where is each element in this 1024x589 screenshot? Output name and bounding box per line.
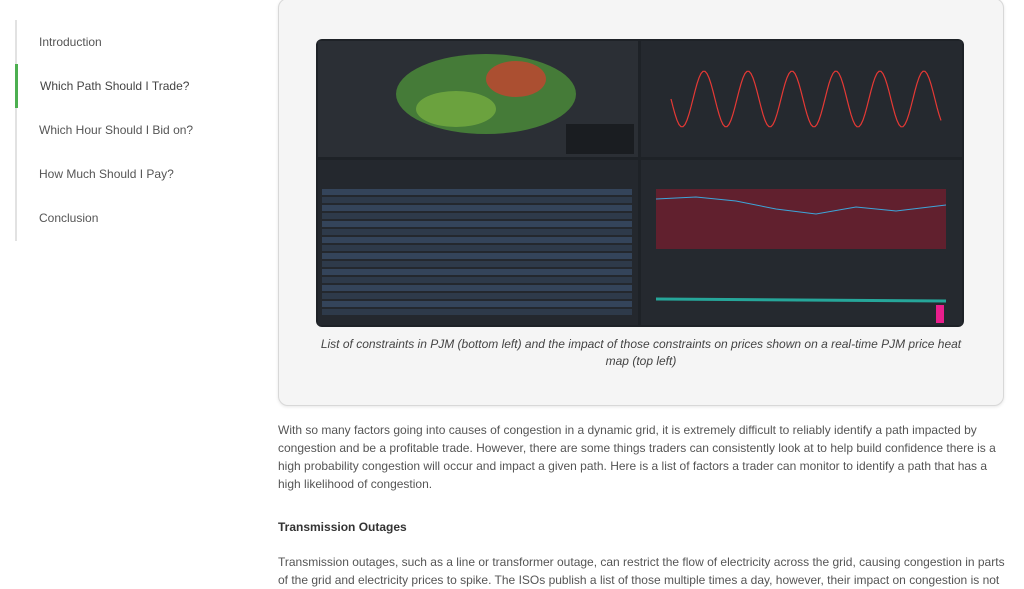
table-row (322, 277, 632, 283)
table-row (322, 237, 632, 243)
figure-card: List of constraints in PJM (bottom left)… (278, 0, 1004, 406)
table-row (322, 205, 632, 211)
nav-link[interactable]: Which Path Should I Trade? (15, 64, 189, 108)
table-row (322, 301, 632, 307)
table-row (322, 189, 632, 195)
paragraph: Transmission outages, such as a line or … (278, 555, 1005, 587)
nav-link[interactable]: Introduction (39, 35, 102, 49)
table-row (322, 309, 632, 315)
nav-link[interactable]: How Much Should I Pay? (39, 167, 174, 181)
table-row (322, 213, 632, 219)
table-row (322, 285, 632, 291)
paragraph: With so many factors going into causes o… (278, 423, 996, 491)
table-row (322, 293, 632, 299)
table-row (322, 197, 632, 203)
nav-link[interactable]: Conclusion (39, 211, 99, 225)
table-row (322, 221, 632, 227)
nav-link[interactable]: Which Hour Should I Bid on? (39, 123, 194, 137)
table-row (322, 229, 632, 235)
section-heading: Transmission Outages (278, 520, 407, 534)
table-row (322, 269, 632, 275)
table-row (322, 253, 632, 259)
figure-caption: List of constraints in PJM (bottom left)… (320, 337, 962, 368)
table-row (322, 261, 632, 267)
table-row (322, 245, 632, 251)
sidebar-nav: Introduction Which Path Should I Trade? Wh… (15, 20, 247, 241)
figure-image (316, 39, 964, 327)
